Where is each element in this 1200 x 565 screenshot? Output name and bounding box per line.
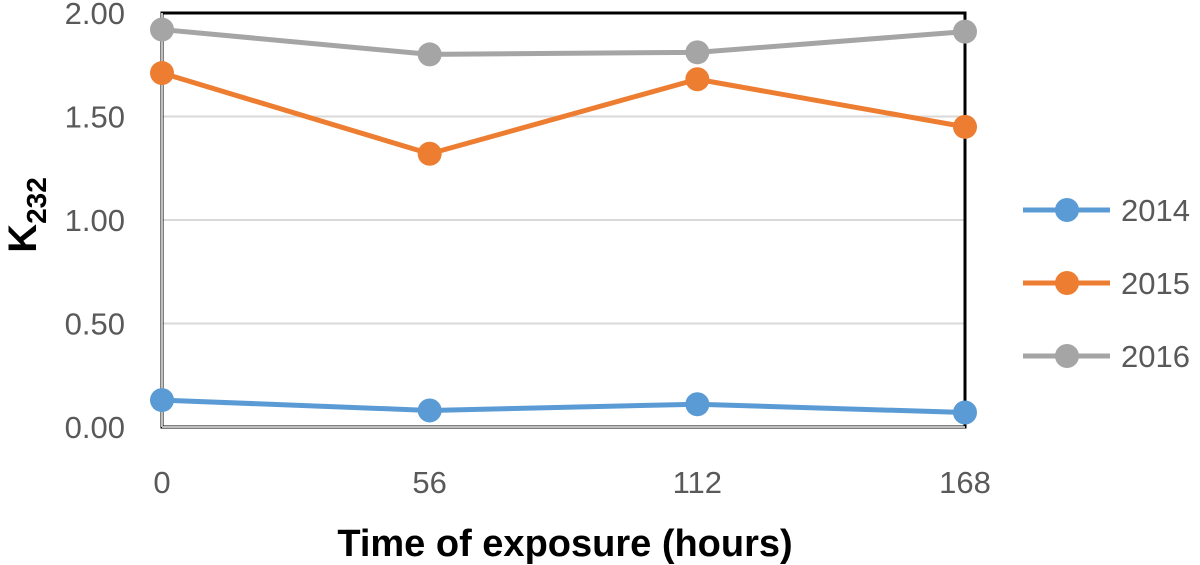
- series-2014: [150, 388, 977, 425]
- legend-item-2016: 2016: [1023, 339, 1190, 374]
- legend-label: 2014: [1121, 193, 1190, 228]
- x-tick-label: 168: [939, 465, 991, 500]
- svg-text:K232: K232: [1, 177, 52, 253]
- x-axis-title: Time of exposure (hours): [337, 523, 792, 565]
- legend-item-2014: 2014: [1023, 193, 1190, 228]
- legend-marker: [1055, 271, 1079, 295]
- y-axis-title-subscript: 232: [21, 177, 52, 224]
- y-tick-label: 0.50: [65, 307, 125, 342]
- data-point-2016: [150, 17, 174, 42]
- data-point-2015: [953, 114, 977, 139]
- x-tick-label: 0: [153, 465, 170, 500]
- legend-label: 2016: [1121, 339, 1190, 374]
- y-axis-title: K232: [1, 177, 52, 253]
- series-line-2015: [161, 70, 966, 157]
- data-point-2016: [417, 42, 442, 67]
- legend: 2014 2015 2016: [1023, 193, 1190, 374]
- x-tick-label: 56: [412, 465, 446, 500]
- data-point-2014: [417, 398, 442, 423]
- data-point-2014: [953, 400, 977, 425]
- data-point-2016: [685, 40, 710, 65]
- legend-marker: [1055, 198, 1079, 222]
- gridlines: [162, 115, 965, 325]
- series-2015: [150, 61, 977, 166]
- series-2016: [150, 17, 977, 67]
- legend-marker: [1055, 344, 1079, 368]
- data-point-2015: [685, 67, 710, 92]
- y-tick-label: 1.50: [65, 100, 125, 135]
- x-tick-labels: 0 56 112 168: [153, 465, 990, 500]
- y-tick-label: 1.00: [65, 203, 125, 238]
- data-point-2015: [417, 141, 442, 166]
- series-line-2016: [161, 27, 966, 57]
- y-axis-title-main: K: [1, 224, 45, 253]
- data-point-2016: [953, 19, 977, 44]
- legend-label: 2015: [1121, 266, 1190, 301]
- data-point-2014: [150, 388, 174, 413]
- legend-item-2015: 2015: [1023, 266, 1190, 301]
- y-tick-label: 2.00: [65, 0, 125, 31]
- series-line-2014: [161, 397, 966, 416]
- y-tick-labels: 0.00 0.50 1.00 1.50 2.00: [65, 0, 125, 445]
- y-tick-label: 0.00: [65, 410, 125, 445]
- data-point-2015: [150, 61, 174, 86]
- series-group: [150, 17, 977, 425]
- x-tick-label: 112: [673, 465, 722, 500]
- data-point-2014: [685, 392, 710, 417]
